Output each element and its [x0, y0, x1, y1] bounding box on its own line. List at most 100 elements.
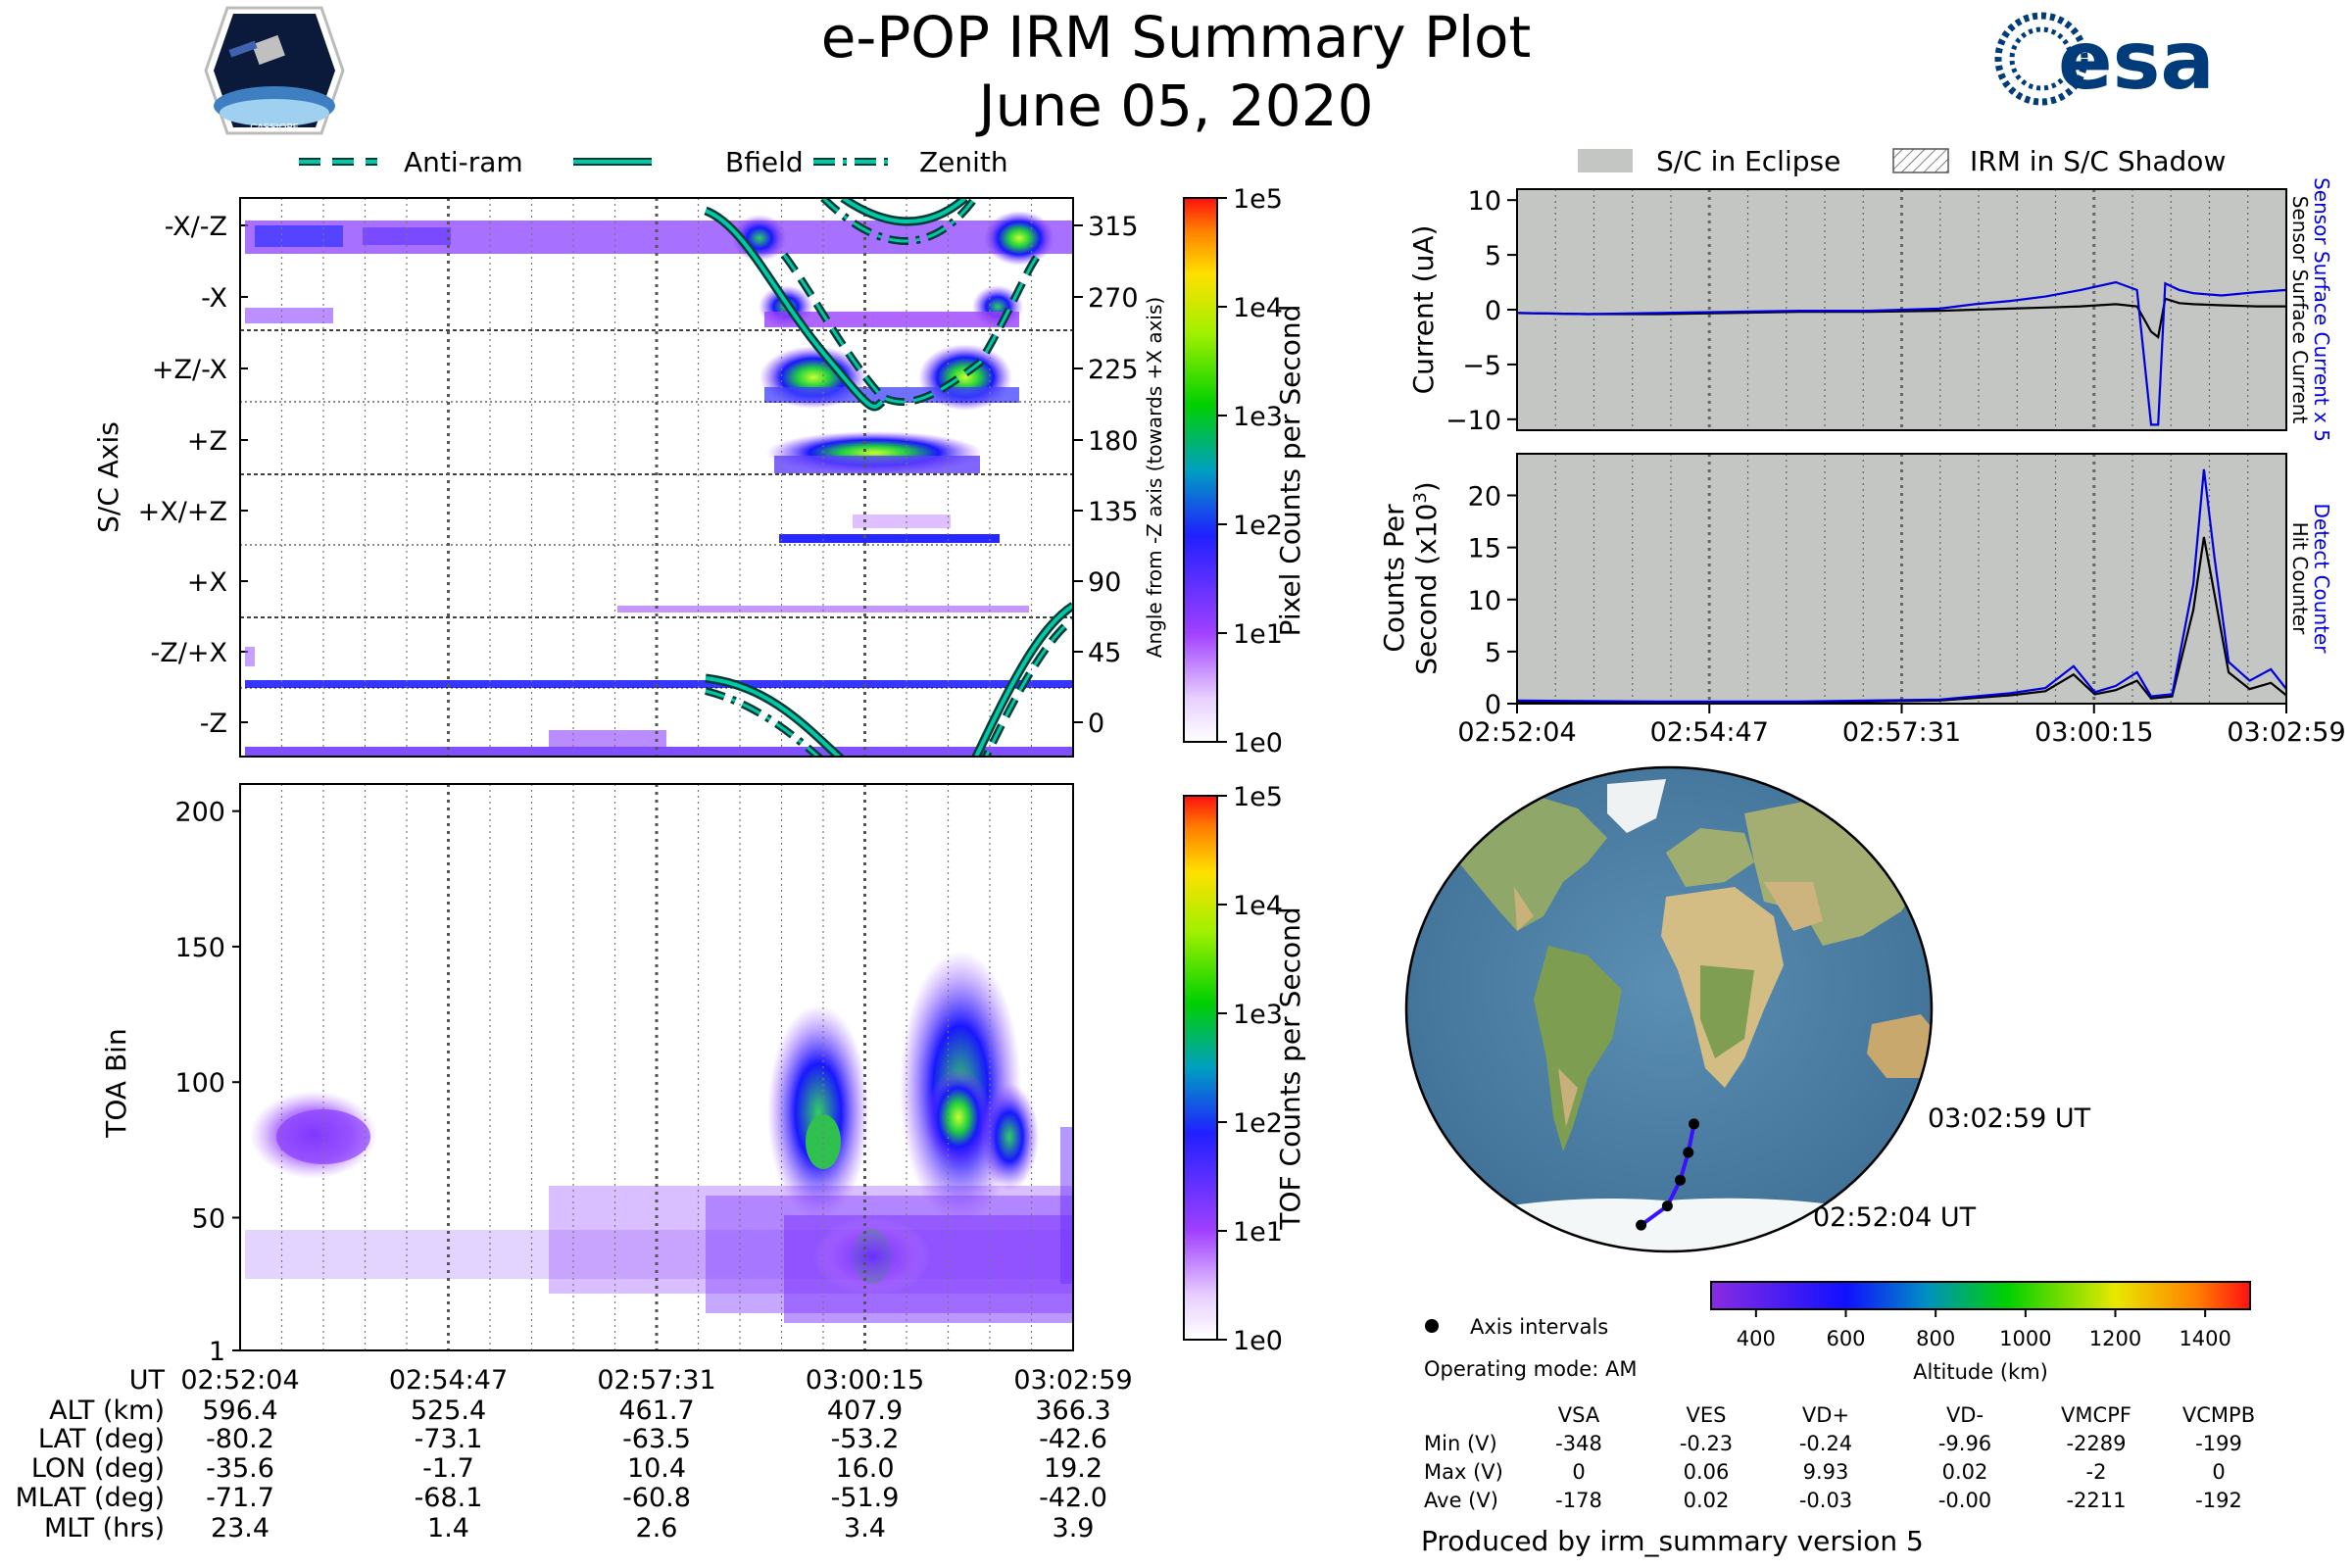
colorbar-tick-label: 1e0	[1233, 728, 1283, 759]
legend-bfield: Bfield	[725, 146, 804, 178]
ephemeris-value: -63.5	[622, 1424, 691, 1454]
ephemeris-time: 02:54:47	[389, 1365, 508, 1396]
angle-tick-label: 0	[1088, 709, 1104, 739]
ephemeris-value: -51.9	[831, 1483, 900, 1513]
eclipse-legend: S/C in Eclipse IRM in S/C Shadow	[1578, 145, 2226, 177]
ephemeris-value: -42.0	[1039, 1483, 1107, 1513]
sc-axis-row-label: -X	[201, 283, 227, 314]
voltage-header: VSA	[1558, 1403, 1600, 1427]
voltage-row-label: Ave (V)	[1424, 1489, 1498, 1512]
voltage-value: 0.02	[1684, 1489, 1730, 1512]
angle-tick-label: 45	[1088, 638, 1121, 668]
voltage-value: -2289	[2066, 1432, 2126, 1455]
x-tick-label: 03:02:59	[2227, 717, 2345, 748]
voltage-header: VMCPF	[2061, 1403, 2132, 1427]
current-lines	[1516, 280, 2287, 426]
counts-ylabel-line2: Second (x103)	[1410, 481, 1443, 674]
colorbar-tick-label: 1e3	[1233, 1000, 1283, 1030]
ephemeris-value: 1.4	[427, 1513, 469, 1544]
toa-ylabel: TOA Bin	[100, 1028, 132, 1138]
sc-axis-row-label: +Z	[187, 426, 227, 457]
voltage-value: -0.23	[1680, 1432, 1733, 1455]
voltage-value: -178	[1555, 1489, 1602, 1512]
eclipse-swatch	[1578, 149, 1633, 172]
south-america	[1534, 946, 1622, 1152]
altitude-tick-label: 1200	[2089, 1327, 2141, 1350]
series-line-detect-counter	[1516, 468, 2287, 704]
toa-tick-label: 200	[174, 798, 225, 828]
counts-lines	[1516, 468, 2287, 705]
altitude-tick-label: 400	[1737, 1327, 1776, 1350]
colorbar-tick-label: 1e0	[1233, 1326, 1283, 1356]
ephemeris-row-label: MLAT (deg)	[16, 1483, 165, 1513]
sc-axis-row-label: -Z	[200, 709, 227, 739]
ephemeris-time: 03:02:59	[1013, 1365, 1132, 1396]
altitude-tick-label: 1400	[2179, 1327, 2230, 1350]
voltage-value: -199	[2195, 1432, 2242, 1455]
ephemeris-value: 3.4	[844, 1513, 886, 1544]
ephemeris-time: 02:57:31	[597, 1365, 715, 1396]
altitude-tick-label: 800	[1916, 1327, 1955, 1350]
voltage-value: -0.03	[1799, 1489, 1852, 1512]
sc-axis-ylabel: S/C Axis	[92, 421, 124, 533]
world-map: 02:52:04 UT 03:02:59 UT	[1404, 765, 2091, 1253]
voltage-value: 0	[2212, 1460, 2225, 1484]
ephemeris-time: 02:52:04	[180, 1365, 299, 1396]
counts-right-label-blue: Detect Counter	[2310, 504, 2333, 655]
y-tick-label: 10	[1468, 586, 1501, 616]
sc-axis-panel: S/C Axis -X/-Z -X +Z/-X +Z +X/+Z +X -Z/+X -Z 31…	[92, 184, 1306, 759]
y-tick-label: 0	[1485, 296, 1501, 326]
angle-tick-label: 135	[1088, 497, 1139, 527]
angle-tick-label: 225	[1088, 355, 1139, 385]
ephemeris-value: 19.2	[1044, 1453, 1102, 1484]
axis-intervals-label: Axis intervals	[1470, 1315, 1608, 1339]
x-tick-label: 02:57:31	[1842, 717, 1961, 748]
legend-eclipse: S/C in Eclipse	[1656, 145, 1840, 177]
ephemeris-value: -60.8	[622, 1483, 691, 1513]
sc-axis-row-label: +Z/-X	[152, 355, 227, 385]
colorbar-tick-label: 1e4	[1233, 293, 1283, 323]
track-start-label: 02:52:04 UT	[1813, 1202, 1977, 1233]
orbit-track-point	[1661, 1200, 1673, 1212]
ephemeris-value: -35.6	[206, 1453, 274, 1484]
colorbar-tick-label: 1e1	[1233, 619, 1283, 650]
toa-tick-label: 1	[209, 1337, 225, 1367]
plot-title: e-POP IRM Summary Plot	[821, 4, 1532, 71]
ephemeris-value: -42.6	[1039, 1424, 1107, 1454]
ephemeris-value: 3.9	[1053, 1513, 1095, 1544]
counts-ylabel-line1: Counts Per	[1378, 504, 1410, 653]
legend-anti-ram: Anti-ram	[404, 146, 523, 178]
toa-heatmap	[245, 784, 1073, 1350]
greenland	[1607, 779, 1666, 833]
x-tick-label: 02:52:04	[1457, 717, 1576, 748]
y-tick-label: 0	[1485, 690, 1501, 720]
toa-tick-label: 100	[174, 1068, 225, 1099]
series-line-sensor-surface-current	[1516, 297, 2286, 339]
altitude-tick-label: 1000	[1999, 1327, 2051, 1350]
ephemeris-row-label: LAT (deg)	[38, 1424, 165, 1454]
colorbar-tick-label: 1e1	[1233, 1217, 1283, 1248]
orbit-track-point	[1689, 1118, 1700, 1130]
voltage-row-label: Min (V)	[1424, 1432, 1497, 1455]
ephemeris-value: -68.1	[415, 1483, 483, 1513]
y-tick-label: −5	[1462, 351, 1501, 381]
toa-tick-label: 150	[174, 933, 225, 963]
voltage-value: 9.93	[1803, 1460, 1849, 1484]
voltage-value: -192	[2195, 1489, 2242, 1512]
series-line-sensor-surface-current-x-5	[1516, 280, 2287, 426]
angle-tick-label: 180	[1088, 426, 1139, 457]
sc-axis-row-label: -Z/+X	[151, 638, 227, 668]
orbit-track-point	[1636, 1219, 1647, 1231]
esa-logo-globe-icon	[1994, 12, 2088, 106]
angle-tick-label: 90	[1088, 567, 1121, 598]
pixel-colorbar-label: Pixel Counts per Second	[1274, 305, 1306, 637]
ephemeris-value: 2.6	[636, 1513, 678, 1544]
altitude-tick-label: 600	[1826, 1327, 1865, 1350]
ephemeris-value: 23.4	[211, 1513, 270, 1544]
voltage-header: VD-	[1946, 1403, 1984, 1427]
toa-tick-label: 50	[192, 1203, 225, 1234]
angle-tick-label: 315	[1088, 212, 1139, 242]
tof-colorbar	[1183, 795, 1218, 1341]
sc-axis-angle-label: Angle from -Z axis (towards +X axis)	[1143, 297, 1166, 658]
